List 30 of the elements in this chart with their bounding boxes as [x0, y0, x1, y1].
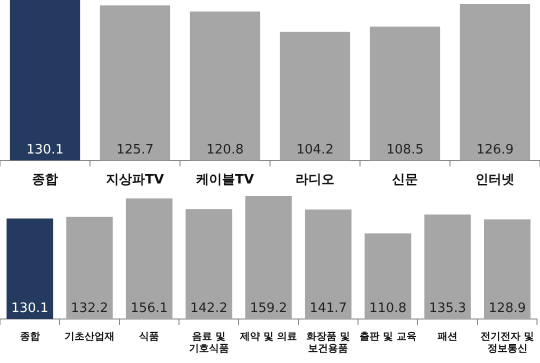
x-tick-label: 기초산업재 — [64, 332, 115, 343]
data-label: 142.2 — [190, 300, 228, 316]
data-label: 130.1 — [11, 300, 48, 316]
data-label: 104.2 — [296, 142, 334, 158]
data-label: 141.7 — [310, 300, 347, 316]
x-tick-label: 종합 — [20, 332, 40, 343]
data-label: 108.5 — [386, 142, 424, 158]
data-label: 132.2 — [70, 300, 108, 316]
x-tick-label: 전기전자 및 정보통신 — [480, 332, 534, 355]
x-tick-label: 패션 — [438, 332, 458, 343]
x-tick-label: 종합 — [32, 172, 58, 188]
x-tick-label: 화장품 및 보건용품 — [306, 332, 350, 355]
data-label: 128.9 — [488, 300, 526, 316]
data-label: 156.1 — [130, 300, 168, 316]
data-label: 135.3 — [428, 300, 466, 316]
x-tick-label: 지상파TV — [106, 172, 164, 188]
x-tick-label: 출판 및 교육 — [359, 332, 416, 343]
data-label: 126.9 — [476, 142, 514, 158]
data-label: 110.8 — [369, 300, 407, 316]
x-tick-label: 음료 및 기호식품 — [188, 332, 229, 355]
x-tick-label: 제약 및 의료 — [239, 332, 298, 343]
data-label: 130.1 — [26, 142, 64, 158]
x-tick-label: 신문 — [392, 172, 418, 188]
x-tick-label: 케이블TV — [196, 172, 254, 188]
data-label: 120.8 — [206, 142, 244, 158]
x-tick-label: 라디오 — [296, 172, 334, 188]
data-label: 125.7 — [116, 142, 154, 158]
x-tick-label: 식품 — [139, 332, 160, 343]
x-tick-label: 인터넷 — [476, 172, 514, 188]
data-label: 159.2 — [250, 300, 288, 316]
